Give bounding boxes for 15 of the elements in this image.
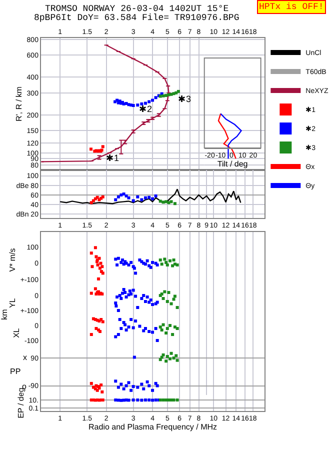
x-axis-title: Tilt / deg: [217, 160, 248, 168]
text: x: [23, 353, 27, 362]
y-axis-title: V* m/s: [8, 248, 18, 272]
text: km: [0, 308, 9, 320]
annotation: ✱3: [178, 94, 192, 104]
y-axis-title: YL: [8, 298, 18, 308]
chart-subtitle: 8pBP6It DoY= 63.584 File= TR910976.BPG: [34, 13, 240, 23]
text: HPTx is OFF!: [259, 2, 324, 12]
x-axis-title: Radio and Plasma Frequency / MHz: [88, 422, 218, 432]
chart-title: TROMSO NORWAY 26-03-04 1402UT 15°E: [45, 4, 229, 14]
text: PP: [10, 367, 21, 376]
y-axis-title: R', R / km: [14, 86, 24, 122]
y-axis-title: XL: [12, 328, 22, 338]
annotation: ✱2: [139, 104, 152, 114]
annotation: ✱1: [106, 153, 120, 163]
